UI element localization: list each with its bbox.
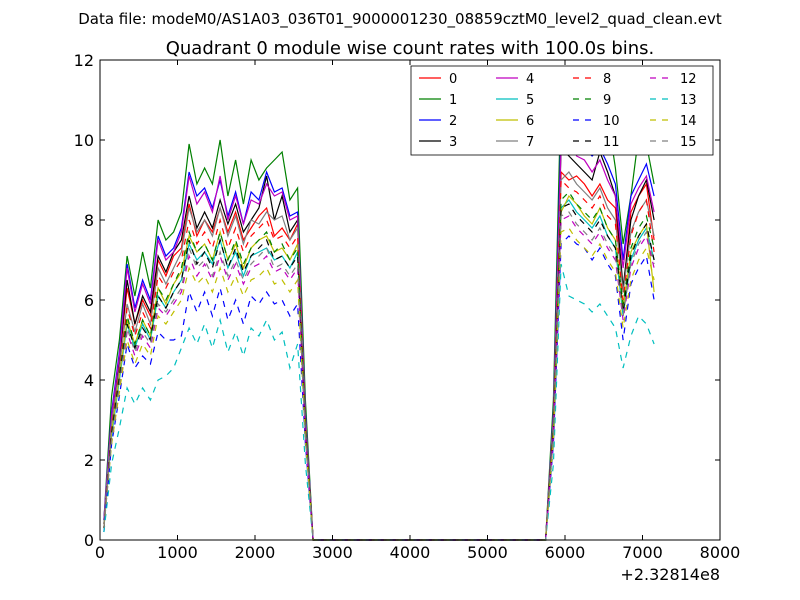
series-line-0 <box>103 170 655 541</box>
x-tick-label: 4000 <box>390 543 431 562</box>
series-line-1 <box>103 87 655 541</box>
y-tick-label: 8 <box>84 211 94 230</box>
series-line-2 <box>103 123 655 541</box>
x-tick-label: 6000 <box>545 543 586 562</box>
series-line-14 <box>103 227 655 541</box>
suptitle: Data file: modeM0/AS1A03_036T01_90000012… <box>78 10 722 29</box>
y-tick-label: 4 <box>84 371 94 390</box>
x-tick-label: 7000 <box>622 543 663 562</box>
legend-label-2: 2 <box>449 114 457 129</box>
y-tick-label: 0 <box>84 531 94 550</box>
legend-label-15: 15 <box>680 135 697 150</box>
series-line-4 <box>103 134 655 541</box>
legend-label-1: 1 <box>449 93 457 108</box>
legend-label-11: 11 <box>603 135 620 150</box>
x-tick-label: 8000 <box>700 543 741 562</box>
plot-area <box>103 87 655 541</box>
legend-label-14: 14 <box>680 114 697 129</box>
y-tick-label: 12 <box>74 51 94 70</box>
legend-label-13: 13 <box>680 93 697 108</box>
x-tick-label: 1000 <box>157 543 198 562</box>
legend-label-9: 9 <box>603 93 611 108</box>
series-line-13 <box>103 263 655 541</box>
legend-label-7: 7 <box>526 135 534 150</box>
legend-box <box>410 65 714 156</box>
series-line-15 <box>103 211 655 541</box>
y-tick-label: 10 <box>74 131 94 150</box>
legend-label-10: 10 <box>603 114 620 129</box>
legend-label-6: 6 <box>526 114 534 129</box>
x-tick-label: 0 <box>95 543 105 562</box>
series-line-10 <box>103 235 655 541</box>
series-line-3 <box>103 146 655 541</box>
legend-label-12: 12 <box>680 72 697 87</box>
y-tick-label: 6 <box>84 291 94 310</box>
series-line-12 <box>103 215 655 541</box>
x-tick-label: 2000 <box>235 543 276 562</box>
legend-label-3: 3 <box>449 135 457 150</box>
legend-label-8: 8 <box>603 72 611 87</box>
series-line-8 <box>103 178 655 541</box>
axes: 0 1000 2000 3000 4000 5000 6000 7000 80000246810… <box>74 51 741 562</box>
y-tick-label: 2 <box>84 451 94 470</box>
series-line-7 <box>103 171 655 541</box>
series-line-9 <box>103 191 655 541</box>
x-tick-label: 3000 <box>312 543 353 562</box>
legend-label-0: 0 <box>449 72 457 87</box>
chart-title: Quadrant 0 module wise count rates with … <box>166 38 655 59</box>
legend-label-4: 4 <box>526 72 534 87</box>
series-line-11 <box>103 203 655 541</box>
x-offset-label: +2.32814e8 <box>620 565 720 584</box>
legend-label-5: 5 <box>526 93 534 108</box>
x-tick-label: 5000 <box>467 543 508 562</box>
series-line-6 <box>103 194 655 541</box>
